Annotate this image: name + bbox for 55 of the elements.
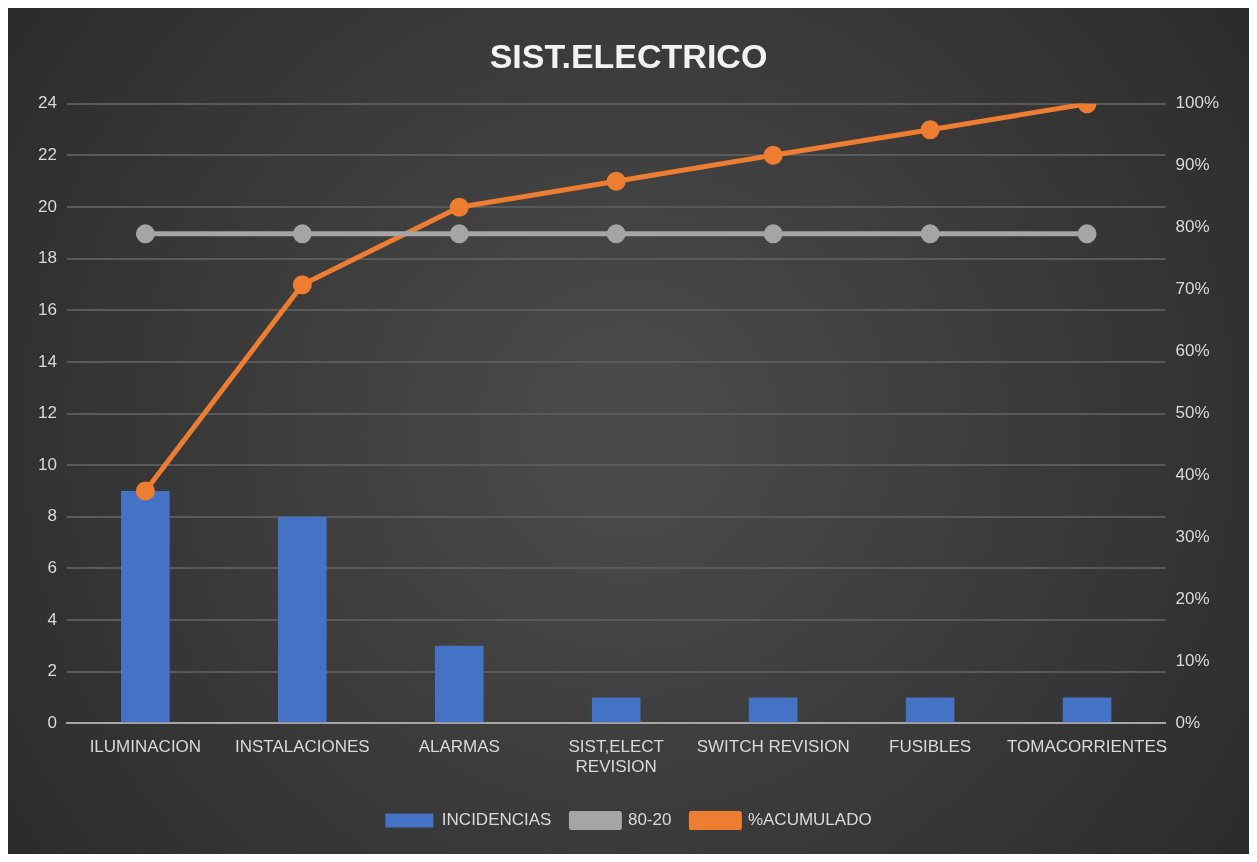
y2-tick-label: 80% [1175,217,1210,237]
x-tick-label: SWITCH REVISION [696,737,850,757]
y2-tick-label: 0% [1175,712,1201,732]
legend-label: %ACUMULADO [747,810,872,830]
y-tick-label: 2 [47,661,57,681]
point [920,224,940,244]
point [449,197,469,217]
point [292,224,312,244]
point [606,224,626,244]
bar [1062,697,1112,723]
y-tick-label: 16 [37,299,57,319]
point [606,171,626,191]
point [763,145,783,165]
bar [278,516,327,723]
x-tick-label: SIST,ELECT REVISION [568,737,664,777]
point [292,275,312,295]
point [449,224,469,244]
y-tick-label: 8 [47,506,57,526]
y-tick-label: 22 [37,145,57,165]
y-tick-label: 6 [47,558,57,578]
bar [434,645,484,723]
point [1077,224,1097,244]
x-tick-label: ALARMAS [418,737,500,757]
point [135,481,155,501]
y-tick-label: 14 [37,351,57,371]
legend-label: 80-20 [627,810,672,830]
y2-tick-label: 20% [1175,589,1210,609]
y-tick-label: 20 [37,196,57,216]
y2-tick-label: 90% [1175,155,1210,175]
y-tick-label: 4 [47,609,57,629]
point [763,224,783,244]
x-tick-label: INSTALACIONES [234,737,370,757]
bar [748,697,798,723]
y2-tick-label: 70% [1175,279,1210,299]
y-tick-label: 24 [37,93,57,113]
y-tick-label: 0 [47,712,57,732]
point [920,120,940,140]
x-tick-label: TOMACORRIENTES [1006,737,1168,757]
y2-tick-label: 100% [1175,93,1219,113]
chart-title: SIST.ELECTRICO [489,36,768,75]
y2-tick-label: 60% [1175,341,1210,361]
y2-tick-label: 30% [1175,527,1210,547]
y-tick-label: 18 [37,248,57,268]
x-tick-label: FUSIBLES [889,737,972,757]
y2-tick-label: 50% [1175,403,1210,423]
bar [121,490,170,723]
y-tick-label: 12 [37,403,57,423]
point [135,224,155,244]
bar [591,697,641,723]
x-tick-label: ILUMINACION [89,737,202,757]
y2-tick-label: 40% [1175,465,1210,485]
y-tick-label: 10 [37,454,57,474]
bar [905,697,955,723]
legend-label: INCIDENCIAS [441,810,552,830]
y2-tick-label: 10% [1175,650,1210,670]
